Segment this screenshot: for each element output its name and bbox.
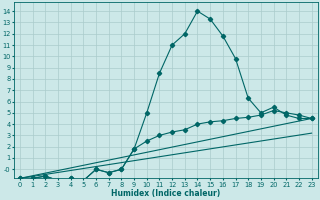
X-axis label: Humidex (Indice chaleur): Humidex (Indice chaleur) <box>111 189 220 198</box>
